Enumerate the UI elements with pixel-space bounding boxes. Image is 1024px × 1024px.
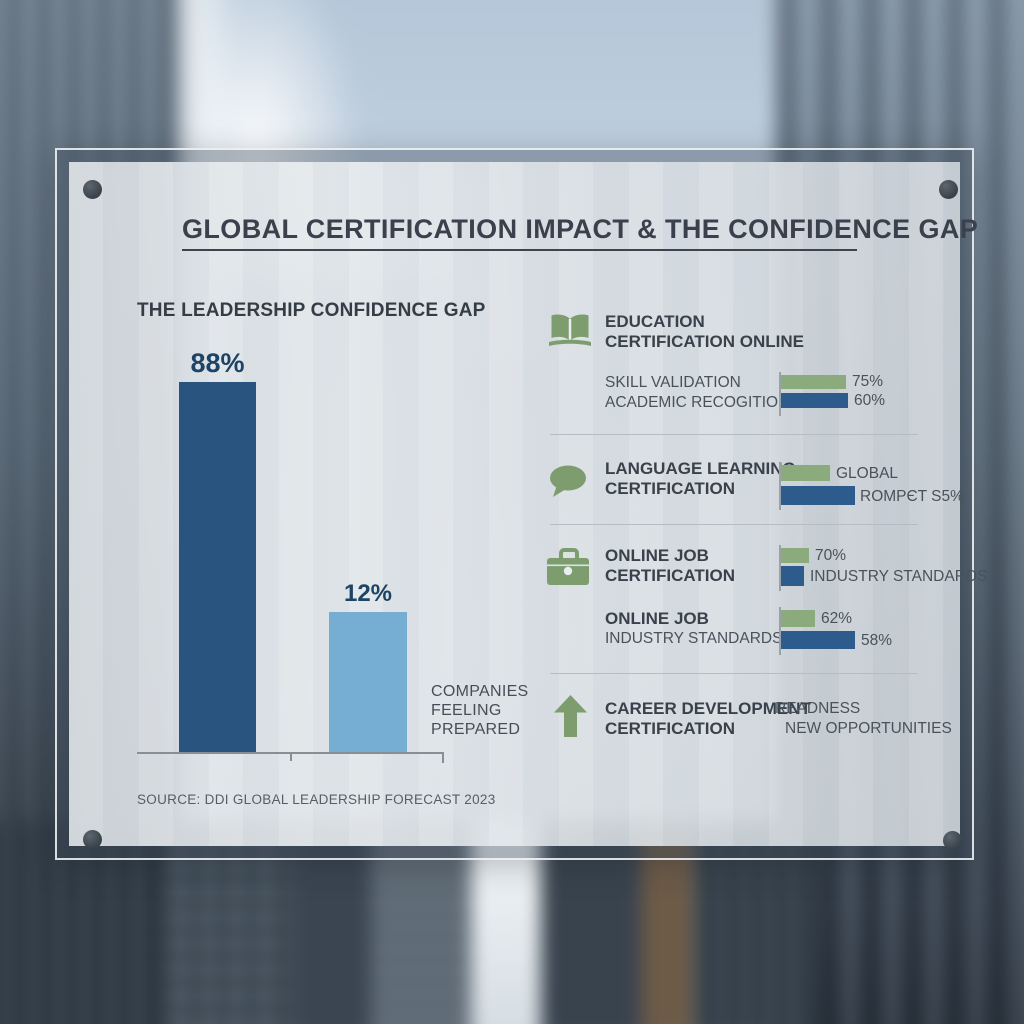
bar-62 [781,610,815,627]
glass-frame: GLOBAL CERTIFICATION IMPACT & THE CONFID… [55,148,987,860]
bar-axis [779,607,781,655]
section-title: CAREER DEVELOPMENT CERTIFICATION [605,699,811,738]
axis-tick [290,754,292,761]
bar-axis [779,545,781,591]
screw-bottom-right [943,831,962,850]
x-axis [137,752,444,754]
bar-companies-prepared [329,612,407,752]
arrow-up-icon [554,695,587,742]
source-note: SOURCE: DDI GLOBAL LEADERSHIP FORECAST 2… [137,792,496,807]
sub-section-title: ONLINE JOB [605,609,709,628]
section-note: READNESS [775,700,861,717]
bar-value: 60% [854,392,886,409]
bar-58 [781,631,855,649]
section-title: ONLINE JOB CERTIFICATION [605,546,736,585]
bar-value: 70% [815,547,847,564]
axis-tick [442,752,444,763]
bar-axis [779,462,781,510]
divider [550,524,918,525]
sub-section-label: INDUSTRY STANDARDS [605,630,783,647]
bar-leaders [179,382,256,752]
section-note: NEW OPPORTUNITIES [785,720,952,737]
bar-academic-recognition [781,393,848,408]
bar-value: ROMPЄT S5% [860,488,964,505]
bar-skill-validation [781,375,846,389]
speech-bubble-icon [546,464,588,506]
infographic-panel: GLOBAL CERTIFICATION IMPACT & THE CONFID… [69,162,987,850]
bar-rompet [781,486,855,505]
bar-value: 75% [852,373,884,390]
chart-heading: THE LEADERSHIP CONFIDENCE GAP [137,300,486,321]
bar-value-label: 12% [343,580,393,607]
bar-value: GLOBAL [836,465,899,482]
row-label: ACADEMIC RECOGITION [605,394,790,411]
page-title: GLOBAL CERTIFICATION IMPACT & THE CONFID… [182,214,978,251]
bar-global [781,465,830,481]
bar-value: 58% [861,632,893,649]
section-title: EDUCATION CERTIFICATION ONLINE [605,312,804,351]
screw-top-right [939,180,958,199]
bar-value: 62% [821,610,853,627]
bar-caption: COMPANIES FEELING PREPARED [431,683,529,738]
bar-value: INDUSTRY STANDARDS [810,568,988,585]
divider [550,434,918,435]
bar-70 [781,548,809,563]
briefcase-icon [545,547,591,593]
bar-industry-standards [781,566,804,586]
divider [550,673,918,674]
bar-axis [779,372,781,416]
section-title: LANGUAGE LEARNING CERTIFICATION [605,459,796,498]
row-label: SKILL VALIDATION [605,374,741,391]
book-icon [548,312,592,357]
screw-top-left [83,180,102,199]
bar-value-label: 88% [190,348,245,378]
screw-bottom-left [83,830,102,849]
